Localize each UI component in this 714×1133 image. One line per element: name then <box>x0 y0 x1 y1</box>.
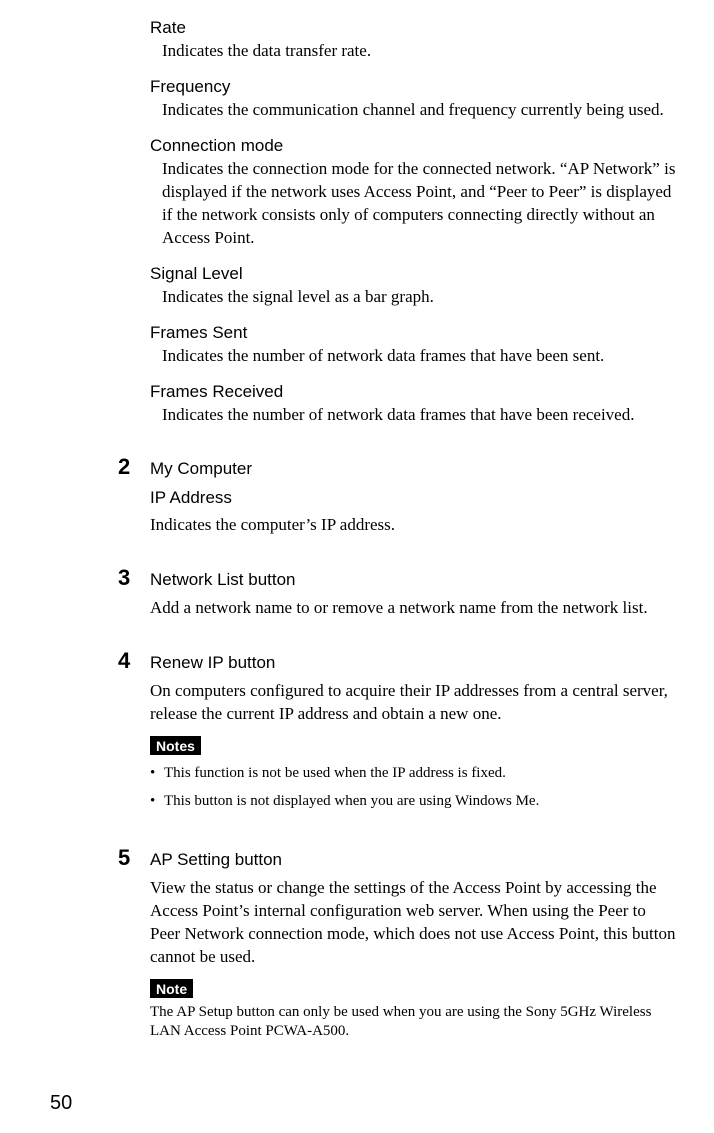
term-label: Frequency <box>150 77 684 97</box>
section-3-header: 3 Network List button <box>150 565 684 591</box>
section-2-subhead: IP Address <box>150 488 684 508</box>
section-5-para: View the status or change the settings o… <box>150 877 680 969</box>
term-label: Frames Received <box>150 382 684 402</box>
section-4-header: 4 Renew IP button <box>150 648 684 674</box>
section-number: 2 <box>118 454 150 480</box>
section-number: 5 <box>118 845 150 871</box>
section-title: Network List button <box>150 570 296 590</box>
note-badge: Note <box>150 979 193 998</box>
section-2-para: Indicates the computer’s IP address. <box>150 514 680 537</box>
page-number: 50 <box>50 1092 72 1115</box>
definition-signal-level: Signal Level Indicates the signal level … <box>150 264 684 309</box>
section-title: My Computer <box>150 459 252 479</box>
term-desc: Indicates the communication channel and … <box>162 99 680 122</box>
definition-frames-received: Frames Received Indicates the number of … <box>150 382 684 427</box>
term-desc: Indicates the number of network data fra… <box>162 404 680 427</box>
page: Rate Indicates the data transfer rate. F… <box>0 0 714 1133</box>
term-label: Frames Sent <box>150 323 684 343</box>
term-desc: Indicates the number of network data fra… <box>162 345 680 368</box>
definition-rate: Rate Indicates the data transfer rate. <box>150 18 684 63</box>
term-label: Signal Level <box>150 264 684 284</box>
bullet-icon: • <box>150 764 164 784</box>
note-text: This function is not be used when the IP… <box>164 764 506 784</box>
definition-frequency: Frequency Indicates the communication ch… <box>150 77 684 122</box>
definition-frames-sent: Frames Sent Indicates the number of netw… <box>150 323 684 368</box>
note-text: This button is not displayed when you ar… <box>164 792 539 812</box>
section-5-header: 5 AP Setting button <box>150 845 684 871</box>
term-desc: Indicates the connection mode for the co… <box>162 158 680 250</box>
section-2-header: 2 My Computer <box>150 454 684 480</box>
section-number: 4 <box>118 648 150 674</box>
section-3-para: Add a network name to or remove a networ… <box>150 597 680 620</box>
section-5-note: The AP Setup button can only be used whe… <box>150 1003 684 1042</box>
content-area: Rate Indicates the data transfer rate. F… <box>150 0 684 1042</box>
section-number: 3 <box>118 565 150 591</box>
note-item: • This button is not displayed when you … <box>150 792 684 812</box>
section-title: AP Setting button <box>150 850 282 870</box>
bullet-icon: • <box>150 792 164 812</box>
term-desc: Indicates the signal level as a bar grap… <box>162 286 680 309</box>
section-title: Renew IP button <box>150 653 275 673</box>
definition-connection-mode: Connection mode Indicates the connection… <box>150 136 684 250</box>
term-label: Connection mode <box>150 136 684 156</box>
term-label: Rate <box>150 18 684 38</box>
notes-badge: Notes <box>150 736 201 755</box>
section-4-para: On computers configured to acquire their… <box>150 680 680 726</box>
term-desc: Indicates the data transfer rate. <box>162 40 680 63</box>
note-item: • This function is not be used when the … <box>150 764 684 784</box>
